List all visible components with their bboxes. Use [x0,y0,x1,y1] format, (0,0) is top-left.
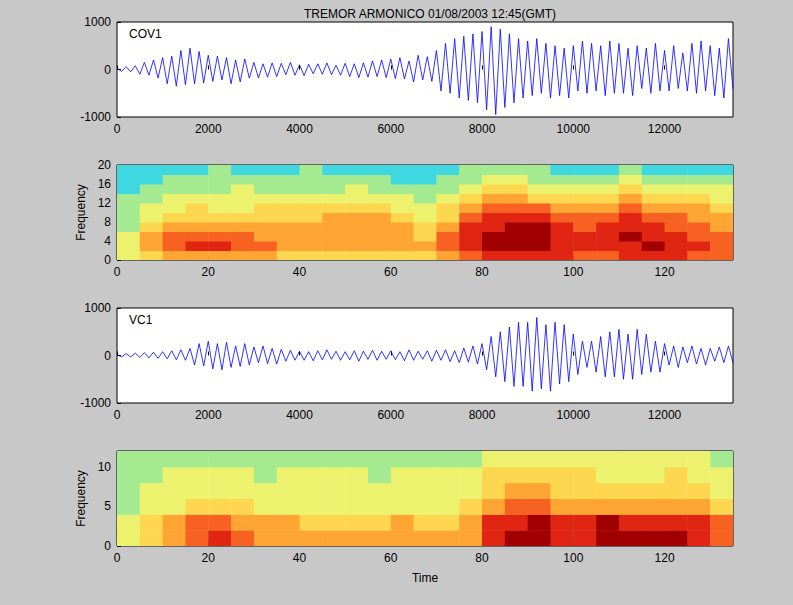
svg-text:6000: 6000 [377,122,404,136]
svg-text:100: 100 [563,265,583,279]
svg-text:Frequency: Frequency [74,470,88,527]
svg-text:80: 80 [475,265,489,279]
svg-text:100: 100 [563,551,583,565]
svg-text:1000: 1000 [84,15,111,29]
svg-text:4000: 4000 [286,408,313,422]
svg-text:-1000: -1000 [80,396,111,410]
svg-text:8000: 8000 [469,122,496,136]
svg-text:0: 0 [114,551,121,565]
svg-text:12: 12 [98,196,112,210]
svg-text:10: 10 [98,460,112,474]
svg-text:4: 4 [104,234,111,248]
svg-text:0: 0 [104,349,111,363]
svg-text:10000: 10000 [557,408,591,422]
svg-text:-1000: -1000 [80,110,111,124]
svg-text:0: 0 [104,63,111,77]
svg-text:20: 20 [202,265,216,279]
svg-text:2000: 2000 [195,122,222,136]
svg-text:60: 60 [384,551,398,565]
svg-text:1000: 1000 [84,301,111,315]
svg-text:0: 0 [114,265,121,279]
svg-text:0: 0 [114,122,121,136]
svg-text:10000: 10000 [557,122,591,136]
svg-text:16: 16 [98,177,112,191]
svg-text:12000: 12000 [648,408,682,422]
svg-text:8000: 8000 [469,408,496,422]
svg-text:8: 8 [104,215,111,229]
svg-text:2000: 2000 [195,408,222,422]
svg-text:120: 120 [655,265,675,279]
svg-text:120: 120 [655,551,675,565]
svg-text:6000: 6000 [377,408,404,422]
svg-text:12000: 12000 [648,122,682,136]
svg-text:Time: Time [412,571,439,585]
svg-text:80: 80 [475,551,489,565]
svg-text:60: 60 [384,265,398,279]
svg-text:0: 0 [104,539,111,553]
svg-text:TREMOR ARMONICO 01/08/2003 12:: TREMOR ARMONICO 01/08/2003 12:45(GMT) [304,7,556,21]
svg-text:0: 0 [114,408,121,422]
svg-text:20: 20 [202,551,216,565]
svg-text:4000: 4000 [286,122,313,136]
svg-text:VC1: VC1 [129,313,153,327]
svg-text:COV1: COV1 [129,27,162,41]
svg-text:0: 0 [104,253,111,267]
svg-text:5: 5 [104,499,111,513]
svg-text:40: 40 [293,551,307,565]
svg-text:40: 40 [293,265,307,279]
svg-text:Frequency: Frequency [74,184,88,241]
svg-text:20: 20 [98,158,112,172]
